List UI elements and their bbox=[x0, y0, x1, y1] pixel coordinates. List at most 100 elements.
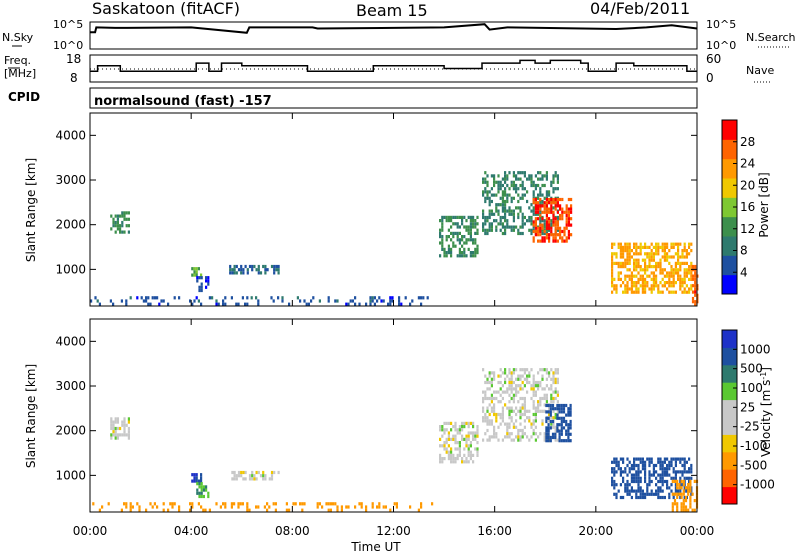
power-cell bbox=[145, 296, 148, 300]
power-cell bbox=[474, 219, 477, 223]
power-cell bbox=[116, 227, 119, 231]
velocity-cell bbox=[458, 428, 461, 432]
velocity-cell bbox=[501, 438, 504, 442]
velocity-cell bbox=[551, 432, 555, 436]
power-cell bbox=[639, 242, 642, 246]
power-cell bbox=[469, 235, 472, 239]
velocity-cell bbox=[519, 416, 522, 420]
velocity-cell bbox=[506, 374, 509, 378]
power-colorbar-tick-label: 16 bbox=[740, 200, 755, 214]
power-cell bbox=[688, 277, 691, 281]
power-cell bbox=[641, 290, 644, 294]
power-cell bbox=[512, 225, 515, 229]
power-cell bbox=[628, 268, 631, 272]
velocity-y-axis-label: Slant Range [km] bbox=[24, 364, 38, 468]
power-cell bbox=[556, 233, 559, 237]
power-cell bbox=[534, 217, 537, 221]
velocity-cell bbox=[679, 460, 682, 464]
velocity-cell bbox=[672, 495, 675, 500]
power-cell bbox=[205, 279, 208, 283]
power-cell bbox=[534, 183, 537, 188]
power-cell bbox=[628, 249, 631, 253]
power-cell bbox=[537, 226, 540, 230]
velocity-cell bbox=[666, 463, 669, 468]
power-cell bbox=[240, 264, 243, 269]
velocity-cell bbox=[683, 476, 686, 480]
power-cell bbox=[114, 214, 117, 218]
power-cell bbox=[539, 213, 542, 218]
velocity-cell bbox=[504, 377, 507, 381]
power-cell bbox=[493, 177, 496, 181]
power-cell bbox=[123, 211, 126, 215]
velocity-cell bbox=[689, 495, 692, 499]
velocity-cell bbox=[554, 371, 557, 375]
power-cell bbox=[655, 277, 658, 281]
power-cell bbox=[371, 299, 374, 303]
velocity-cell bbox=[508, 371, 511, 375]
power-cell bbox=[420, 296, 423, 300]
velocity-cell bbox=[682, 499, 685, 503]
velocity-cell bbox=[539, 380, 542, 385]
velocity-cell bbox=[677, 470, 680, 474]
power-cell bbox=[619, 252, 622, 256]
velocity-colorbar-segment bbox=[722, 486, 737, 505]
velocity-cell bbox=[162, 508, 165, 512]
velocity-cell bbox=[197, 502, 200, 506]
velocity-cell bbox=[526, 390, 529, 394]
power-cell bbox=[637, 261, 640, 265]
velocity-cell bbox=[508, 377, 511, 381]
velocity-cell bbox=[551, 407, 555, 411]
velocity-cell bbox=[465, 441, 468, 445]
velocity-cell bbox=[681, 473, 684, 477]
velocity-cell bbox=[447, 431, 450, 435]
power-cell bbox=[461, 215, 464, 219]
velocity-cell bbox=[545, 377, 548, 381]
power-cell bbox=[556, 177, 559, 181]
power-cell bbox=[565, 204, 568, 208]
velocity-cell bbox=[547, 429, 550, 433]
power-cell bbox=[679, 274, 682, 278]
power-cell bbox=[441, 244, 444, 248]
velocity-cell bbox=[447, 434, 450, 438]
velocity-cell bbox=[684, 499, 688, 503]
velocity-cell bbox=[92, 502, 95, 506]
velocity-cell bbox=[452, 425, 455, 429]
velocity-cell bbox=[666, 483, 669, 487]
power-cell bbox=[519, 209, 522, 213]
power-cell bbox=[167, 302, 170, 306]
power-cell bbox=[147, 296, 150, 300]
velocity-cell bbox=[611, 479, 614, 484]
velocity-cell bbox=[488, 371, 491, 375]
velocity-cell bbox=[420, 505, 423, 509]
velocity-cell bbox=[230, 502, 233, 506]
velocity-cell bbox=[676, 508, 679, 512]
power-cell bbox=[646, 284, 649, 288]
power-cell bbox=[532, 212, 535, 216]
power-cell bbox=[543, 229, 546, 234]
velocity-cell bbox=[195, 473, 198, 477]
power-cell bbox=[615, 284, 618, 288]
velocity-cell bbox=[532, 432, 535, 436]
velocity-cell bbox=[565, 413, 568, 417]
power-cell bbox=[650, 265, 653, 269]
velocity-cell bbox=[376, 505, 379, 509]
power-cell bbox=[543, 204, 546, 208]
power-cell bbox=[441, 247, 444, 251]
power-cell bbox=[501, 199, 504, 204]
power-cell bbox=[545, 201, 548, 205]
velocity-cell bbox=[673, 499, 677, 503]
power-cell bbox=[552, 201, 555, 205]
velocity-cell bbox=[476, 447, 479, 451]
power-cell bbox=[521, 196, 524, 200]
power-cell bbox=[465, 238, 468, 242]
velocity-cell bbox=[637, 489, 640, 493]
power-cell bbox=[617, 274, 620, 278]
power-cell bbox=[545, 236, 548, 240]
power-cell bbox=[541, 183, 544, 188]
velocity-cell bbox=[248, 477, 252, 481]
power-cell bbox=[644, 265, 647, 269]
velocity-cell bbox=[685, 489, 688, 493]
velocity-cell bbox=[445, 428, 448, 432]
power-cell bbox=[495, 219, 498, 223]
power-cell bbox=[486, 215, 489, 220]
